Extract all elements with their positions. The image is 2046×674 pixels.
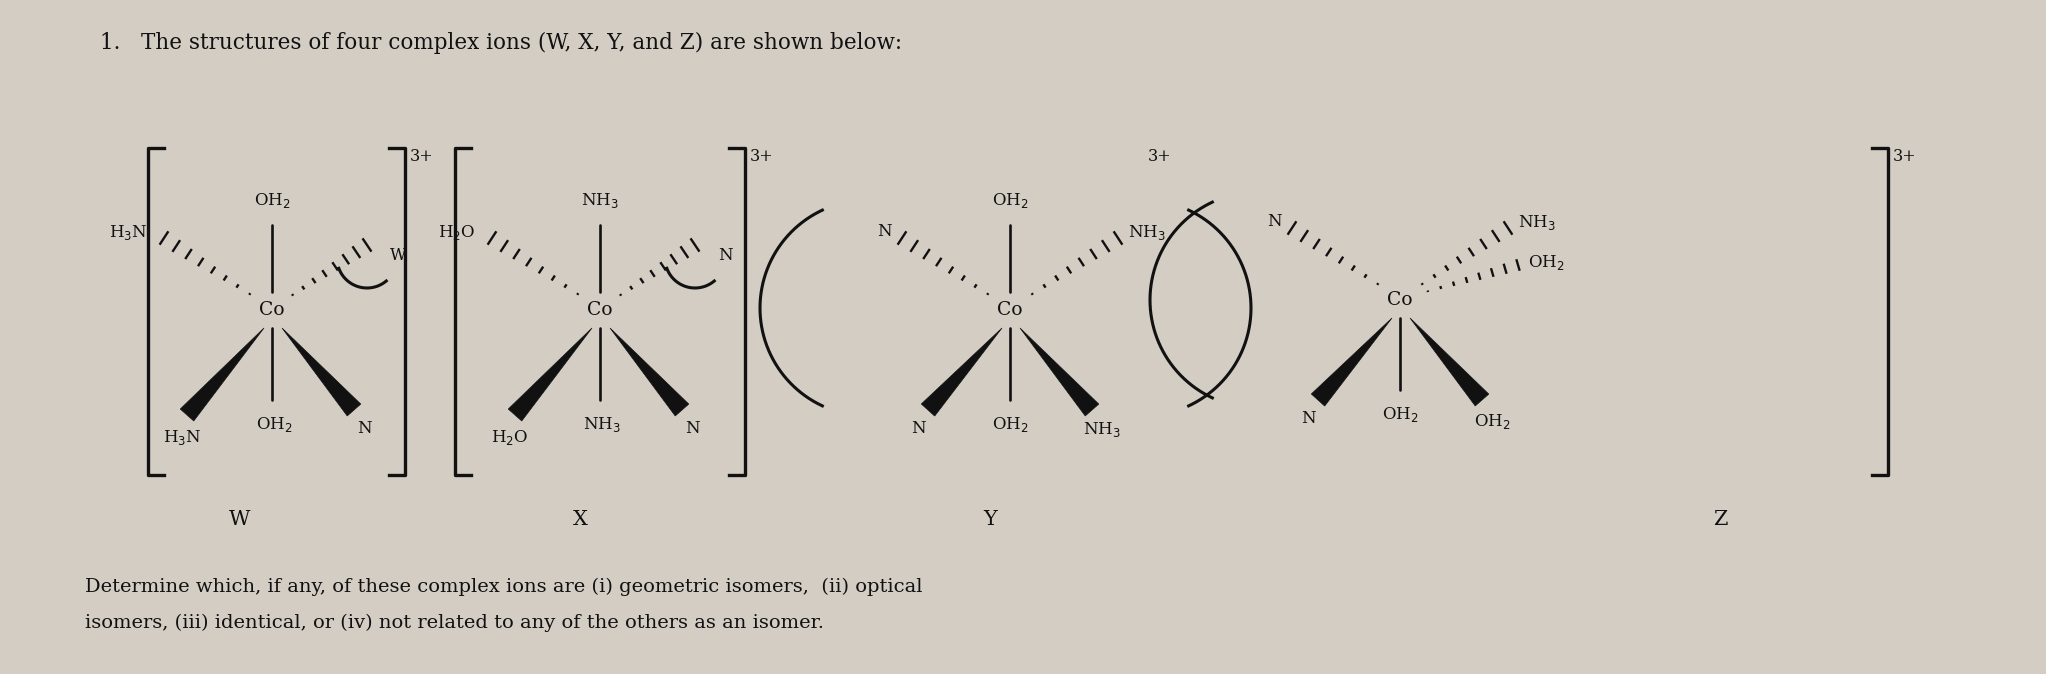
Polygon shape	[921, 328, 1003, 416]
Text: NH$_3$: NH$_3$	[583, 415, 620, 434]
Text: N: N	[1266, 214, 1283, 231]
Text: X: X	[573, 510, 587, 529]
Polygon shape	[180, 328, 264, 421]
Text: W: W	[391, 247, 407, 264]
Text: N: N	[878, 224, 892, 241]
Text: Co: Co	[260, 301, 284, 319]
Polygon shape	[282, 328, 360, 416]
Text: Y: Y	[984, 510, 996, 529]
Text: H$_2$O: H$_2$O	[491, 428, 528, 447]
Text: N: N	[356, 420, 370, 437]
Text: isomers, (iii) identical, or (iv) not related to any of the others as an isomer.: isomers, (iii) identical, or (iv) not re…	[86, 614, 825, 632]
Text: OH$_2$: OH$_2$	[1381, 405, 1418, 424]
Text: N: N	[685, 420, 700, 437]
Text: OH$_2$: OH$_2$	[254, 191, 291, 210]
Text: H$_3$N: H$_3$N	[108, 222, 147, 241]
Text: NH$_3$: NH$_3$	[1082, 420, 1121, 439]
Text: H$_2$O: H$_2$O	[438, 222, 475, 241]
Text: NH$_3$: NH$_3$	[1518, 212, 1555, 231]
Text: 1.   The structures of four complex ions (W, X, Y, and Z) are shown below:: 1. The structures of four complex ions (…	[100, 32, 902, 54]
Polygon shape	[1311, 318, 1391, 406]
Text: NH$_3$: NH$_3$	[1127, 222, 1166, 241]
Polygon shape	[610, 328, 690, 416]
Text: Co: Co	[996, 301, 1023, 319]
Text: H$_3$N: H$_3$N	[164, 428, 201, 447]
Text: 3+: 3+	[1148, 148, 1172, 165]
Text: N: N	[718, 247, 732, 264]
Polygon shape	[1021, 328, 1099, 416]
Text: Determine which, if any, of these complex ions are (i) geometric isomers,  (ii) : Determine which, if any, of these comple…	[86, 578, 923, 596]
Text: 3+: 3+	[409, 148, 434, 165]
Text: Co: Co	[1387, 291, 1414, 309]
Text: OH$_2$: OH$_2$	[256, 415, 293, 434]
Text: 3+: 3+	[751, 148, 773, 165]
Text: OH$_2$: OH$_2$	[992, 415, 1029, 434]
Text: NH$_3$: NH$_3$	[581, 191, 618, 210]
Text: Z: Z	[1713, 510, 1727, 529]
Text: OH$_2$: OH$_2$	[1473, 412, 1510, 431]
Text: N: N	[910, 420, 925, 437]
Text: Co: Co	[587, 301, 614, 319]
Text: N: N	[1301, 410, 1316, 427]
Text: 3+: 3+	[1893, 148, 1917, 165]
Text: OH$_2$: OH$_2$	[1528, 253, 1565, 272]
Polygon shape	[1410, 318, 1489, 406]
Polygon shape	[507, 328, 591, 421]
Text: OH$_2$: OH$_2$	[992, 191, 1029, 210]
Text: W: W	[229, 510, 252, 529]
